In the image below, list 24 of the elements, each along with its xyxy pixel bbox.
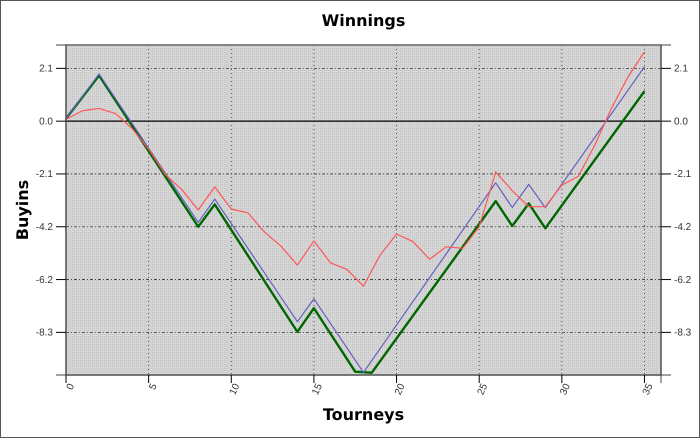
x-tick-label: 30: [558, 382, 574, 397]
y-tick-label: 2.1: [39, 64, 54, 75]
y-axis-title: Buyins: [13, 180, 32, 240]
x-tick-label: 10: [228, 382, 243, 397]
y2-tick-label: -8.3: [674, 328, 692, 339]
x-tick-label: 15: [310, 382, 326, 397]
y2-tick-label: -2.1: [674, 169, 692, 180]
x-tick-label: 5: [147, 382, 160, 392]
y-tick-label: -2.1: [36, 169, 54, 180]
y2-tick-label: 2.1: [674, 64, 688, 75]
chart-title: Winnings: [322, 11, 406, 30]
y2-tick-label: 0.0: [674, 116, 688, 128]
y-tick-label: -4.2: [36, 222, 54, 233]
line-series: [66, 51, 646, 287]
x-axis-title: Tourneys: [322, 405, 404, 424]
x-tick-label: 20: [392, 382, 408, 397]
y2-tick-label: -4.2: [674, 222, 692, 233]
y2-tick-label: -6.2: [674, 274, 692, 286]
y-tick-label: 0.0: [39, 116, 54, 128]
y-tick-label: -6.2: [36, 274, 54, 286]
x-tick-label: 0: [64, 382, 78, 392]
x-tick-label: 35: [640, 382, 656, 397]
y-tick-label: -8.3: [36, 328, 54, 339]
x-tick-label: 25: [476, 382, 490, 397]
